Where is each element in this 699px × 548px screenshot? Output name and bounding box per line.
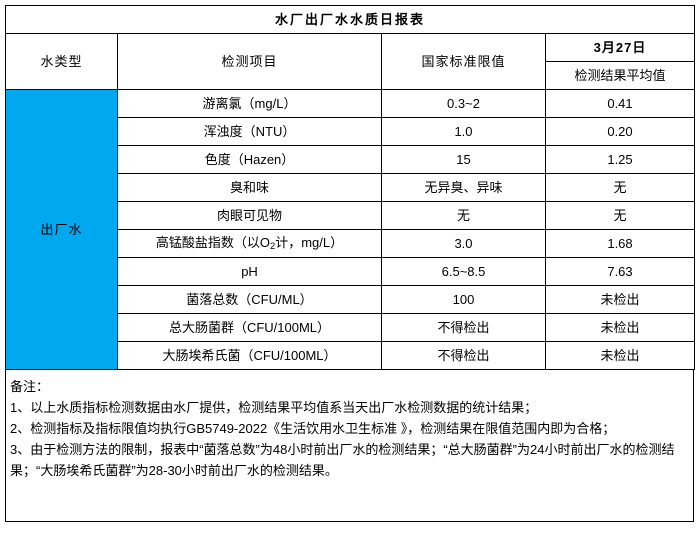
header-row-primary: 水类型 检测项目 国家标准限值 3月27日 <box>5 33 696 90</box>
table-row: 色度（Hazen） 15 1.25 <box>6 145 696 174</box>
result-value: 0.41 <box>544 89 696 118</box>
limit-value: 不得检出 <box>381 313 546 342</box>
result-value: 未检出 <box>544 341 696 370</box>
result-value: 无 <box>544 201 696 230</box>
limit-value: 不得检出 <box>381 341 546 370</box>
table-row: 浑浊度（NTU） 1.0 0.20 <box>6 117 696 146</box>
item-name: 肉眼可见物 <box>117 201 382 230</box>
title-row: 水厂出厂水水质日报表 <box>4 5 696 34</box>
table-row: 高锰酸盐指数（以O2计，mg/L） 3.0 1.68 <box>6 229 696 258</box>
result-value: 无 <box>544 173 696 202</box>
result-value: 0.20 <box>544 117 696 146</box>
column-header-national-limit: 国家标准限值 <box>381 33 546 90</box>
notes-line-1: 1、以上水质指标检测数据由水厂提供，检测结果平均值系当天出厂水检测数据的统计结果… <box>10 400 538 415</box>
result-value: 1.25 <box>544 145 696 174</box>
water-type-value: 出厂水 <box>5 89 118 370</box>
table-row: 大肠埃希氏菌（CFU/100ML） 不得检出 未检出 <box>6 341 696 370</box>
table-row: pH 6.5~8.5 7.63 <box>6 257 696 286</box>
limit-value: 0.3~2 <box>381 89 546 118</box>
item-name: 色度（Hazen） <box>117 145 382 174</box>
item-name: 大肠埃希氏菌（CFU/100ML） <box>117 341 382 370</box>
column-header-result-average: 检测结果平均值 <box>544 61 696 90</box>
column-header-water-type: 水类型 <box>5 33 118 90</box>
item-name: pH <box>117 257 382 286</box>
result-value: 7.63 <box>544 257 696 286</box>
item-name: 总大肠菌群（CFU/100ML） <box>117 313 382 342</box>
table-row: 臭和味 无异臭、异味 无 <box>6 173 696 202</box>
item-name-prefix: 高锰酸盐指数（以O <box>155 234 270 250</box>
item-name-suffix: 计，mg/L） <box>275 234 344 250</box>
item-name: 游离氯（mg/L） <box>117 89 382 118</box>
result-value: 1.68 <box>544 229 696 258</box>
report-table: 水厂出厂水水质日报表 水类型 检测项目 国家标准限值 3月27日 检测结果平均值… <box>4 5 696 370</box>
table-row: 菌落总数（CFU/ML） 100 未检出 <box>6 285 696 314</box>
result-value: 未检出 <box>544 313 696 342</box>
notes-line-2: 2、检测指标及指标限值均执行GB5749-2022《生活饮用水卫生标准 》，检测… <box>10 421 616 436</box>
water-quality-report-sheet: 水厂出厂水水质日报表 水类型 检测项目 国家标准限值 3月27日 检测结果平均值… <box>0 5 699 548</box>
item-name: 浑浊度（NTU） <box>117 117 382 146</box>
header-row-secondary: 检测结果平均值 <box>6 61 696 90</box>
limit-value: 15 <box>381 145 546 174</box>
limit-value: 无异臭、异味 <box>381 173 546 202</box>
limit-value: 6.5~8.5 <box>381 257 546 286</box>
limit-value: 3.0 <box>381 229 546 258</box>
item-name: 菌落总数（CFU/ML） <box>117 285 382 314</box>
column-header-test-item: 检测项目 <box>117 33 382 90</box>
result-value: 未检出 <box>544 285 696 314</box>
item-name: 臭和味 <box>117 173 382 202</box>
report-title: 水厂出厂水水质日报表 <box>4 5 696 34</box>
limit-value: 100 <box>381 285 546 314</box>
notes-line-3: 3、由于检测方法的限制，报表中“菌落总数”为48小时前出厂水的检测结果；“总大肠… <box>10 442 675 478</box>
item-name: 高锰酸盐指数（以O2计，mg/L） <box>117 229 382 258</box>
column-header-date: 3月27日 <box>544 33 696 62</box>
notes-heading: 备注： <box>10 379 50 394</box>
table-row: 肉眼可见物 无 无 <box>6 201 696 230</box>
limit-value: 1.0 <box>381 117 546 146</box>
notes-section: 备注： 1、以上水质指标检测数据由水厂提供，检测结果平均值系当天出厂水检测数据的… <box>5 370 694 522</box>
limit-value: 无 <box>381 201 546 230</box>
item-name-subscript: 2 <box>270 240 276 251</box>
table-row: 出厂水 游离氯（mg/L） 0.3~2 0.41 <box>5 89 696 370</box>
